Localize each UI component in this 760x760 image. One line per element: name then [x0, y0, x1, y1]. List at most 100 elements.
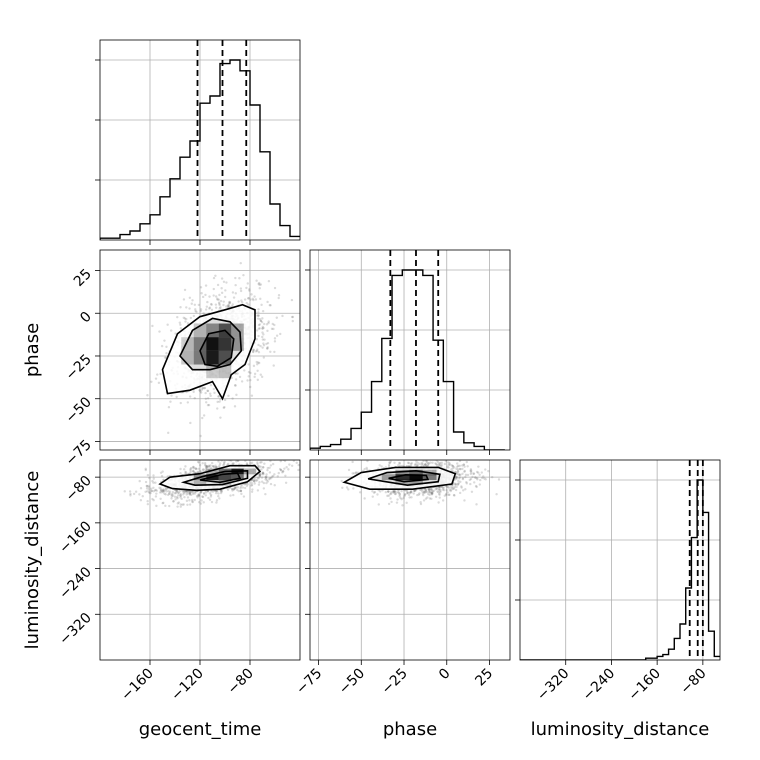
- scatter-point: [198, 389, 201, 392]
- scatter-point: [260, 468, 263, 471]
- scatter-point: [239, 489, 242, 493]
- scatter-point: [222, 406, 226, 410]
- scatter-point: [181, 493, 185, 496]
- scatter-point: [175, 489, 179, 492]
- scatter-point: [206, 389, 209, 393]
- scatter-point: [268, 478, 271, 481]
- panel-frame: [309, 249, 511, 451]
- scatter-point: [188, 493, 192, 496]
- scatter-point: [478, 473, 481, 476]
- scatter-point: [218, 497, 221, 500]
- x-tick-label: −80: [677, 666, 709, 698]
- scatter-point: [376, 493, 379, 496]
- scatter-point: [174, 489, 178, 492]
- scatter-point: [279, 458, 281, 460]
- scatter-point: [220, 287, 223, 290]
- y-tick-label: 0: [77, 309, 95, 327]
- scatter-point: [192, 492, 195, 496]
- scatter-point: [226, 304, 230, 307]
- scatter-point: [160, 344, 164, 348]
- scatter-point: [204, 491, 208, 494]
- scatter-point: [214, 465, 218, 469]
- scatter-point: [358, 491, 362, 494]
- scatter-point: [239, 289, 243, 293]
- scatter-point: [194, 308, 197, 311]
- scatter-point: [229, 494, 232, 497]
- scatter-point: [248, 289, 251, 292]
- scatter-point: [447, 463, 450, 467]
- scatter-point: [448, 463, 451, 466]
- scatter-point: [259, 319, 262, 323]
- scatter-point: [434, 495, 438, 499]
- y-tick-label: 25: [71, 266, 95, 290]
- scatter-point: [243, 486, 247, 490]
- scatter-point: [426, 461, 429, 464]
- scatter-point: [196, 460, 200, 464]
- scatter-point: [297, 468, 300, 472]
- scatter-point: [239, 287, 243, 290]
- scatter-point: [363, 467, 366, 471]
- scatter-point: [448, 462, 451, 465]
- density-cell: [206, 468, 219, 475]
- scatter-point: [174, 491, 178, 495]
- panel-frame: [99, 459, 301, 661]
- scatter-point: [197, 494, 201, 497]
- scatter-point: [266, 466, 269, 470]
- y-tick-label: −75: [63, 437, 95, 469]
- scatter-point: [197, 501, 201, 504]
- scatter-point: [273, 454, 275, 456]
- scatter-point: [203, 386, 207, 390]
- scatter-point: [204, 293, 207, 297]
- scatter-point: [277, 471, 280, 475]
- scatter-point: [290, 464, 294, 467]
- scatter-point: [407, 461, 411, 465]
- scatter-point: [424, 489, 427, 493]
- panel-frame: [99, 249, 301, 451]
- scatter-point: [166, 323, 169, 326]
- y-axis-label-phase: phase: [22, 323, 43, 377]
- scatter-point: [352, 472, 356, 475]
- scatter-point: [301, 465, 303, 467]
- scatter-point: [470, 490, 474, 494]
- scatter-point: [224, 289, 227, 292]
- scatter-point: [236, 460, 240, 462]
- scatter-point: [256, 489, 260, 492]
- scatter-point: [234, 486, 237, 490]
- scatter-point: [188, 493, 191, 496]
- scatter-point: [200, 388, 204, 391]
- scatter-point: [197, 461, 201, 464]
- scatter-point: [237, 460, 240, 463]
- scatter-point: [223, 405, 226, 409]
- scatter-point: [466, 465, 469, 468]
- scatter-point: [188, 499, 191, 502]
- scatter-point: [434, 488, 437, 491]
- scatter-point: [378, 464, 381, 467]
- panel-content: [520, 460, 720, 660]
- scatter-point: [231, 303, 234, 306]
- scatter-point: [192, 465, 195, 469]
- scatter-point: [427, 492, 430, 496]
- scatter-point: [256, 369, 259, 372]
- scatter-point: [172, 500, 175, 503]
- scatter-point: [275, 334, 279, 337]
- scatter-point: [386, 494, 389, 498]
- scatter-point: [469, 469, 473, 472]
- scatter-point: [283, 460, 287, 463]
- scatter-point: [352, 487, 355, 490]
- scatter-point: [175, 496, 179, 499]
- scatter-point: [182, 298, 186, 301]
- scatter-point: [440, 485, 444, 489]
- scatter-point: [466, 473, 470, 477]
- scatter-point: [269, 453, 271, 455]
- scatter-point: [260, 303, 263, 307]
- scatter-point: [474, 476, 477, 479]
- scatter-point: [273, 473, 276, 476]
- scatter-point: [182, 490, 185, 494]
- scatter-point: [258, 281, 261, 285]
- scatter-point: [192, 390, 195, 394]
- scatter-point: [393, 490, 396, 493]
- scatter-point: [215, 466, 219, 469]
- scatter-point: [438, 464, 441, 467]
- scatter-point: [262, 333, 265, 336]
- scatter-point: [261, 338, 265, 341]
